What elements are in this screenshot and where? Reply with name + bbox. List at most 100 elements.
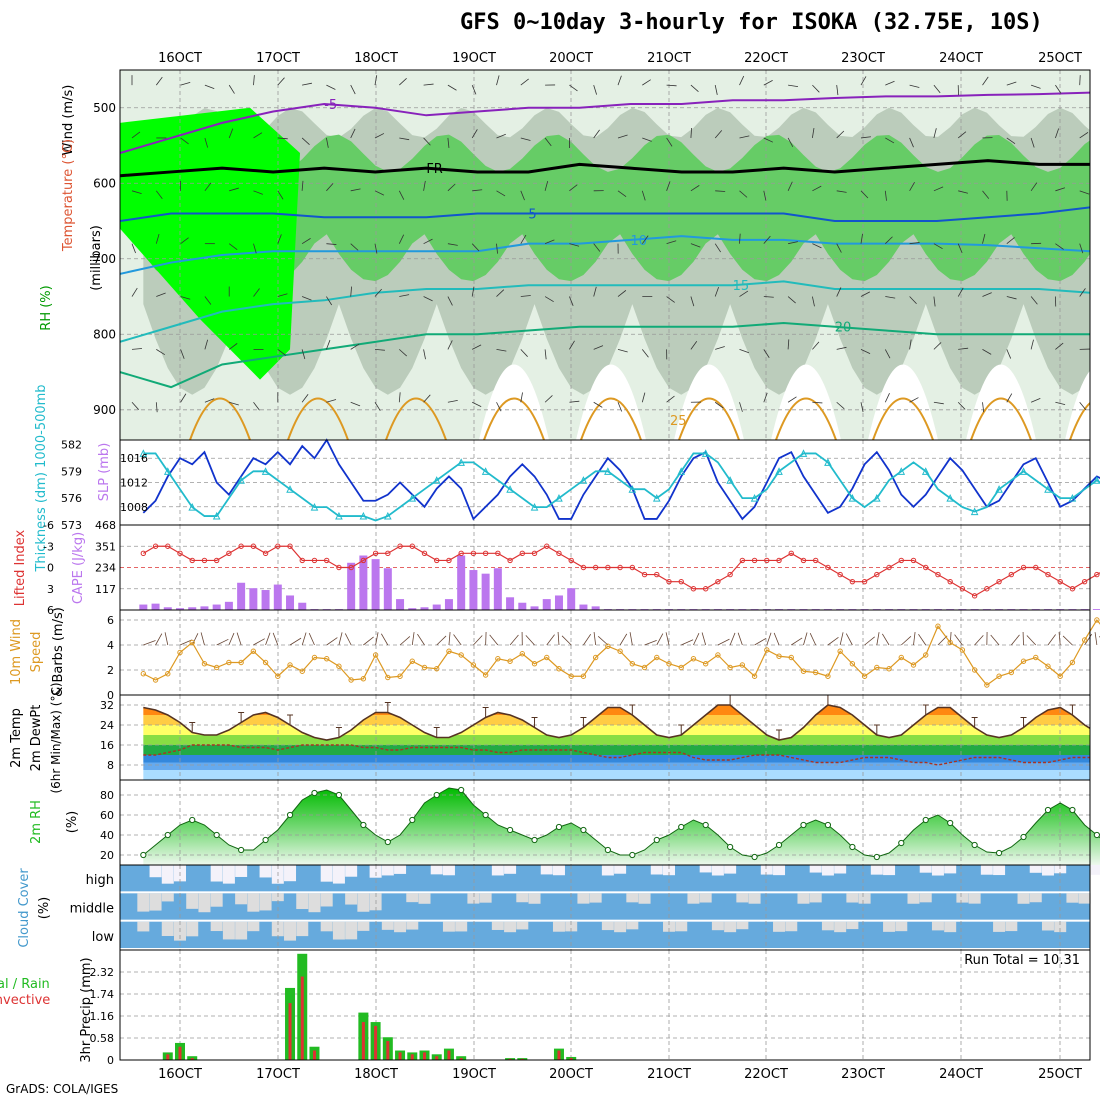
cloud-gap: [345, 893, 358, 905]
wind-barb: [496, 402, 502, 412]
li-marker: [813, 557, 819, 564]
wind-barb: [399, 294, 410, 297]
x-tick-label-top: 17OCT: [256, 51, 300, 66]
thickness-marker: [555, 494, 563, 502]
wind-barb: [1079, 288, 1086, 297]
li-marker: [372, 550, 379, 557]
cape-bar: [420, 607, 429, 610]
wind-barb: [766, 632, 772, 646]
wind-barb: [326, 137, 329, 148]
cloud-gap: [394, 865, 407, 874]
rh-marker: [482, 811, 489, 819]
wind-barb: [593, 129, 600, 139]
wind-barb: [617, 75, 622, 86]
cape-bar: [457, 555, 466, 610]
isotherm-label: -5: [324, 98, 337, 113]
wind-barb: [155, 190, 163, 200]
wind-barb: [561, 635, 572, 646]
wind-barb: [277, 190, 284, 200]
wind-barb: [974, 635, 984, 646]
dry-wedge: [576, 364, 646, 440]
wind-marker: [495, 656, 501, 662]
wind-barb: [593, 401, 603, 408]
wind-barb: [399, 137, 410, 141]
wind-barb: [569, 400, 580, 403]
wind-barb: [374, 75, 378, 86]
wind-barb: [666, 296, 675, 303]
precip-conv-bar: [178, 1046, 182, 1060]
li-marker: [1045, 571, 1051, 578]
wind-barb: [447, 243, 458, 246]
wind-barb: [1055, 187, 1066, 192]
cape-bar: [469, 570, 478, 610]
cloud-gap: [773, 921, 786, 932]
cloud-gap: [919, 865, 932, 873]
wind-barb: [423, 137, 431, 146]
wind-barb: [277, 77, 285, 86]
wind-barb: [216, 638, 229, 646]
isotherm-label: 20: [835, 321, 852, 336]
wind-barb: [447, 137, 450, 148]
x-tick-label-bottom: 23OCT: [841, 1067, 885, 1082]
wind-tick: 6: [107, 614, 114, 627]
rh-marker: [164, 831, 171, 839]
cloud-gap: [235, 921, 248, 940]
dry-wedge: [771, 364, 841, 440]
wind-marker: [849, 661, 856, 667]
isotherm-label: 25: [670, 414, 687, 429]
wind-marker: [580, 673, 587, 679]
li-marker: [189, 557, 195, 564]
wind-barb: [1030, 339, 1034, 350]
li-marker: [605, 564, 611, 571]
thickness-ylabel: Thickness (dm) 1000-500mb: [34, 384, 49, 572]
wind-barb: [131, 131, 141, 139]
cloud-gap: [332, 921, 345, 940]
wind-barb: [374, 288, 382, 297]
wind-barb: [301, 180, 304, 191]
cape-bar: [224, 601, 233, 610]
wind-barb: [617, 190, 627, 198]
isotherm-25: [1069, 401, 1090, 440]
wind-marker: [458, 652, 464, 658]
cloud-gap: [210, 893, 223, 907]
wind-barb: [597, 636, 609, 646]
x-tick-label-bottom: 22OCT: [744, 1067, 788, 1082]
cloud-gap: [1066, 893, 1079, 903]
wind-barb: [423, 349, 426, 360]
cloud-gap: [137, 921, 150, 932]
wind-marker: [861, 673, 868, 679]
wind-barb: [885, 80, 895, 86]
wind-barb: [629, 632, 633, 646]
rh-marker: [727, 843, 734, 851]
upper-ylabel-temp: Temperature (°C): [61, 139, 76, 252]
wind-tick: 0: [107, 689, 114, 702]
cloud-gap: [381, 865, 394, 876]
cloud-gap: [161, 921, 174, 937]
wind-marker: [213, 664, 220, 671]
cloud-gap: [736, 893, 749, 903]
cloud-gap: [675, 921, 688, 932]
wind-barb: [1055, 243, 1064, 250]
wind-barb: [763, 392, 768, 403]
cape-bar: [493, 568, 502, 610]
wind-barb: [593, 243, 601, 252]
cloud-gap: [834, 865, 847, 874]
wind-barb: [1006, 81, 1017, 86]
temp-band: [143, 745, 1090, 755]
x-tick-label-top: 19OCT: [452, 51, 496, 66]
cape-bar: [408, 608, 417, 610]
wind-marker: [751, 673, 758, 679]
wind-barb: [690, 185, 700, 192]
temp-ylabel-2: 2m DewPt: [29, 705, 44, 772]
cloud-gap: [308, 893, 321, 913]
wind-barb: [845, 633, 853, 646]
thickness-marker: [628, 485, 637, 493]
thickness-marker: [457, 458, 465, 466]
wind-barb: [204, 398, 215, 403]
wind-barb: [544, 239, 555, 245]
wind-barb: [909, 242, 920, 245]
wind-barb: [471, 129, 478, 139]
wind-barb: [131, 348, 142, 350]
wind-barb: [593, 345, 604, 350]
